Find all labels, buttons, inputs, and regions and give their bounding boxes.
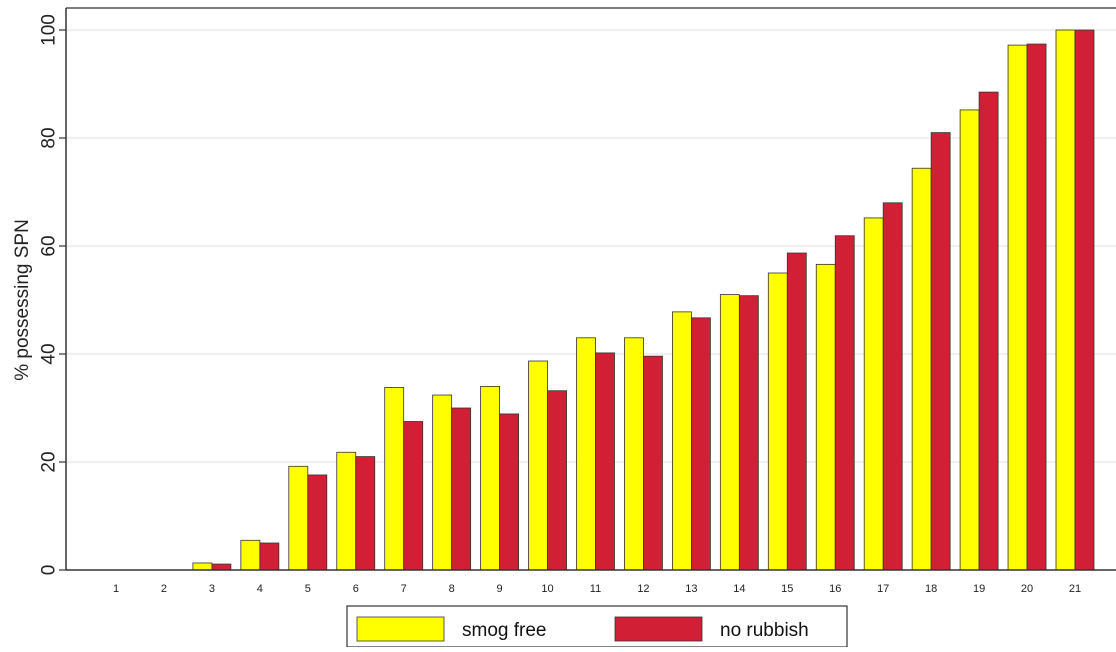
- x-tick-label: 21: [1069, 583, 1081, 595]
- bar-no-rubbish: [882, 202, 903, 571]
- bar-smog-free: [480, 385, 501, 571]
- bar-no-rubbish: [738, 295, 759, 571]
- bar-no-rubbish: [355, 456, 376, 571]
- x-tick-label: 9: [497, 583, 503, 595]
- legend: smog free no rubbish: [346, 605, 848, 648]
- y-tick-label: 40: [39, 343, 60, 364]
- x-tick-label: 11: [590, 583, 601, 595]
- bar-smog-free: [815, 263, 836, 571]
- bar-no-rubbish: [834, 235, 855, 571]
- x-tick-label: 10: [541, 583, 553, 595]
- x-tick-label: 3: [209, 583, 215, 595]
- bar-no-rubbish: [499, 413, 520, 571]
- bar-smog-free: [624, 337, 644, 571]
- x-tick-label: 18: [925, 583, 937, 595]
- bar-smog-free: [240, 539, 261, 571]
- x-tick-label: 12: [637, 583, 649, 595]
- bar-smog-free: [672, 311, 692, 571]
- legend-swatch-smog-free: [356, 616, 445, 642]
- bar-no-rubbish: [1074, 29, 1095, 571]
- bar-smog-free: [911, 167, 932, 571]
- bar-smog-free: [576, 337, 596, 571]
- x-tick-label: 15: [781, 583, 793, 595]
- legend-swatch-no-rubbish: [614, 616, 703, 642]
- y-axis-label: % possessing SPN: [12, 219, 33, 381]
- bar-smog-free: [1055, 29, 1076, 571]
- bar-no-rubbish: [211, 563, 232, 571]
- y-tick-label: 60: [39, 235, 60, 256]
- bar-no-rubbish: [691, 317, 711, 571]
- x-tick-label: 17: [877, 583, 889, 595]
- x-tick-label: 19: [973, 583, 985, 595]
- bar-smog-free: [336, 451, 357, 571]
- axes: [59, 7, 1116, 571]
- x-tick-label: 4: [257, 583, 263, 595]
- x-tick-label: 8: [449, 583, 455, 595]
- bar-no-rubbish: [259, 542, 280, 571]
- bar-no-rubbish: [786, 252, 807, 571]
- bar-smog-free: [288, 465, 309, 571]
- y-tick-label: 0: [39, 565, 60, 576]
- x-tick-label: 20: [1021, 583, 1033, 595]
- bar-no-rubbish: [547, 390, 567, 571]
- y-tick-labels: 0 20 40 60 80 100: [39, 14, 60, 575]
- bar-no-rubbish: [1026, 43, 1047, 571]
- bar-smog-free: [1007, 44, 1028, 571]
- bar-no-rubbish: [930, 132, 951, 571]
- bar-smog-free: [959, 109, 980, 571]
- x-tick-label: 1: [113, 583, 119, 595]
- bar-smog-free: [384, 387, 405, 571]
- bar-no-rubbish: [403, 421, 424, 571]
- bar-no-rubbish: [643, 355, 663, 571]
- x-tick-label: 5: [305, 583, 311, 595]
- legend-label-no-rubbish: no rubbish: [720, 620, 809, 641]
- x-tick-label: 14: [733, 583, 745, 595]
- bar-smog-free: [528, 360, 548, 571]
- bar-no-rubbish: [307, 474, 328, 571]
- bar-smog-free: [863, 217, 884, 571]
- bar-no-rubbish: [595, 352, 615, 571]
- bar-no-rubbish: [451, 407, 472, 571]
- legend-label-smog-free: smog free: [462, 620, 546, 641]
- x-tick-labels: 1 2 3 4 5 6 7 8 9 10 11 12 13 14 15 16 17 18 19 20 21: [113, 583, 1081, 595]
- y-tick-label: 80: [39, 127, 60, 148]
- x-tick-label: 13: [685, 583, 697, 595]
- bar-smog-free: [192, 562, 213, 571]
- y-tick-label: 100: [39, 14, 60, 46]
- bar-smog-free: [719, 294, 740, 571]
- bar-smog-free: [767, 272, 788, 571]
- x-tick-label: 16: [829, 583, 841, 595]
- x-tick-label: 2: [161, 583, 167, 595]
- bar-smog-free: [432, 394, 453, 571]
- bar-no-rubbish: [978, 91, 999, 571]
- y-tick-label: 20: [39, 451, 60, 472]
- x-tick-label: 6: [353, 583, 359, 595]
- x-tick-label: 7: [401, 583, 407, 595]
